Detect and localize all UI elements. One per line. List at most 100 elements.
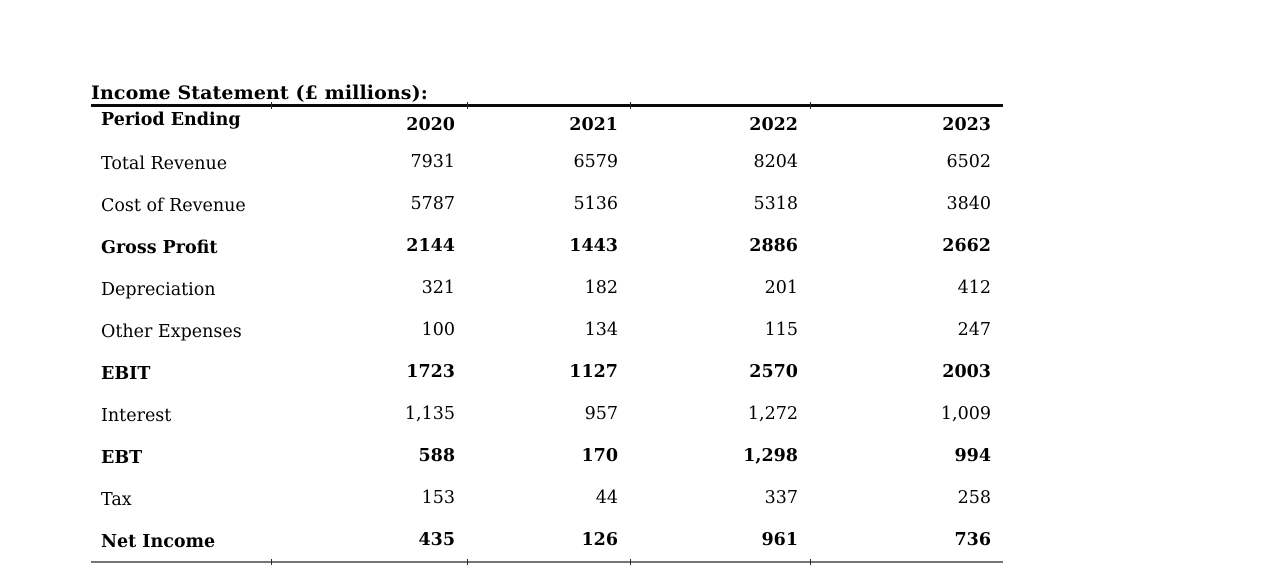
- value-text: 1,298: [743, 446, 798, 466]
- value-cell: 435: [271, 519, 467, 561]
- row-label-cell: Depreciation: [91, 267, 271, 309]
- row-label-text: Cost of Revenue: [101, 196, 246, 216]
- value-cell: 2570: [630, 351, 810, 393]
- value-cell: 6579: [467, 141, 630, 183]
- column-divider-tick: [271, 559, 272, 565]
- row-label-cell: Other Expenses: [91, 309, 271, 351]
- value-cell: 2886: [630, 225, 810, 267]
- value-cell: 153: [271, 477, 467, 519]
- value-text: 736: [954, 530, 991, 550]
- header-period-ending: Period Ending: [91, 107, 271, 141]
- value-text: 7931: [410, 152, 455, 172]
- table-row: Other Expenses 100 134 115 247: [91, 309, 1003, 351]
- table-row: Total Revenue 7931 6579 8204 6502: [91, 141, 1003, 183]
- table-row: Net Income 435 126 961 736: [91, 519, 1003, 561]
- row-label-cell: EBIT: [91, 351, 271, 393]
- row-label-text: Depreciation: [101, 280, 216, 300]
- value-text: 3840: [946, 194, 991, 214]
- value-text: 201: [764, 278, 798, 298]
- column-divider-tick: [467, 559, 468, 565]
- value-cell: 170: [467, 435, 630, 477]
- table-row: Gross Profit 2144 1443 2886 2662: [91, 225, 1003, 267]
- value-cell: 321: [271, 267, 467, 309]
- column-divider-tick: [467, 102, 468, 109]
- table-title: Income Statement (£ millions):: [91, 82, 428, 104]
- value-text: 182: [584, 278, 618, 298]
- value-cell: 412: [810, 267, 1003, 309]
- value-cell: 1,298: [630, 435, 810, 477]
- row-label-cell: Gross Profit: [91, 225, 271, 267]
- value-text: 994: [954, 446, 991, 466]
- value-text: 957: [584, 404, 618, 424]
- value-text: 1723: [406, 362, 455, 382]
- value-text: 100: [421, 320, 455, 340]
- value-cell: 588: [271, 435, 467, 477]
- value-cell: 3840: [810, 183, 1003, 225]
- value-text: 321: [421, 278, 455, 298]
- table-header-row: Period Ending 2020 2021 2022 2023: [91, 107, 1003, 141]
- row-label-text: Gross Profit: [101, 238, 218, 258]
- table-row: EBIT 1723 1127 2570 2003: [91, 351, 1003, 393]
- value-text: 412: [957, 278, 991, 298]
- value-cell: 5318: [630, 183, 810, 225]
- row-label-text: Tax: [101, 490, 132, 510]
- row-label-cell: Cost of Revenue: [91, 183, 271, 225]
- table-row: Depreciation 321 182 201 412: [91, 267, 1003, 309]
- value-text: 5787: [410, 194, 455, 214]
- value-text: 134: [584, 320, 618, 340]
- value-text: 247: [957, 320, 991, 340]
- value-cell: 100: [271, 309, 467, 351]
- value-cell: 1,272: [630, 393, 810, 435]
- value-cell: 44: [467, 477, 630, 519]
- header-year-text: 2021: [569, 115, 618, 135]
- value-cell: 8204: [630, 141, 810, 183]
- value-text: 1,272: [747, 404, 798, 424]
- value-cell: 126: [467, 519, 630, 561]
- value-text: 6579: [573, 152, 618, 172]
- header-label-text: Period Ending: [101, 110, 241, 130]
- value-text: 5318: [753, 194, 798, 214]
- row-label-text: Interest: [101, 406, 172, 426]
- value-text: 1,009: [940, 404, 991, 424]
- value-text: 2570: [749, 362, 798, 382]
- value-cell: 2144: [271, 225, 467, 267]
- table-body: Total Revenue 7931 6579 8204 6502 Cost of Rev…: [91, 141, 1003, 561]
- value-text: 1127: [569, 362, 618, 382]
- value-cell: 1127: [467, 351, 630, 393]
- row-label-text: Other Expenses: [101, 322, 242, 342]
- value-cell: 957: [467, 393, 630, 435]
- value-cell: 961: [630, 519, 810, 561]
- header-year-text: 2020: [406, 115, 455, 135]
- value-text: 6502: [946, 152, 991, 172]
- table-top-rule: [91, 102, 1003, 109]
- row-label-cell: Total Revenue: [91, 141, 271, 183]
- value-text: 44: [595, 488, 618, 508]
- value-cell: 1,009: [810, 393, 1003, 435]
- row-label-cell: EBT: [91, 435, 271, 477]
- row-label-text: Total Revenue: [101, 154, 228, 174]
- value-cell: 1,135: [271, 393, 467, 435]
- value-text: 2003: [942, 362, 991, 382]
- value-cell: 1443: [467, 225, 630, 267]
- value-cell: 2662: [810, 225, 1003, 267]
- value-cell: 994: [810, 435, 1003, 477]
- value-text: 1443: [569, 236, 618, 256]
- table-bottom-rule: [91, 559, 1003, 565]
- header-year-text: 2023: [942, 115, 991, 135]
- column-divider-tick: [271, 102, 272, 109]
- value-cell: 1723: [271, 351, 467, 393]
- value-text: 8204: [753, 152, 798, 172]
- value-cell: 258: [810, 477, 1003, 519]
- row-label-cell: Net Income: [91, 519, 271, 561]
- header-year-2020: 2020: [271, 107, 467, 141]
- value-text: 961: [761, 530, 798, 550]
- value-text: 170: [581, 446, 618, 466]
- value-text: 126: [581, 530, 618, 550]
- income-statement-table: Period Ending 2020 2021 2022 2023 Total …: [91, 107, 1003, 561]
- value-cell: 5787: [271, 183, 467, 225]
- value-cell: 134: [467, 309, 630, 351]
- value-cell: 182: [467, 267, 630, 309]
- value-text: 337: [764, 488, 798, 508]
- table-row: Interest 1,135 957 1,272 1,009: [91, 393, 1003, 435]
